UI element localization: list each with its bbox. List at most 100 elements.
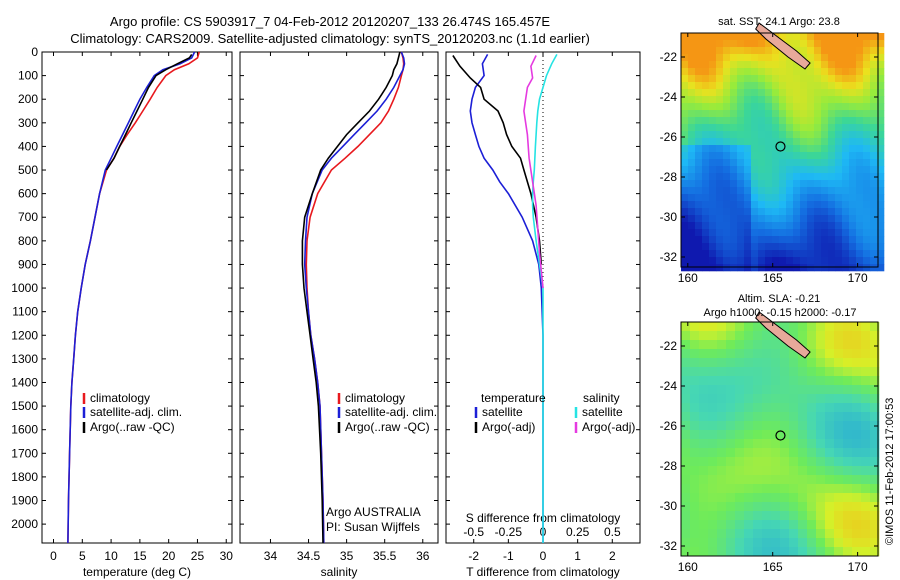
map-cell: [744, 145, 752, 153]
map-cell: [709, 103, 717, 111]
map-cell: [751, 201, 759, 209]
map-cell: [717, 493, 727, 503]
map-cell: [863, 61, 871, 69]
map-cell: [735, 331, 745, 341]
map-cell: [798, 493, 808, 503]
map-cell: [730, 124, 738, 132]
map-cell: [856, 89, 864, 97]
map-cell: [723, 82, 731, 90]
map-cell: [877, 82, 885, 90]
map-cell: [753, 376, 763, 386]
map-cell: [825, 394, 835, 404]
map-cell: [702, 208, 710, 216]
map-cell: [852, 385, 862, 395]
map-cell: [835, 264, 843, 272]
map-cell: [814, 145, 822, 153]
map-cell: [771, 466, 781, 476]
map-cell: [856, 229, 864, 237]
map-cell: [856, 243, 864, 251]
map-cell: [870, 117, 878, 125]
map-cell: [716, 159, 724, 167]
map-cell: [843, 331, 853, 341]
map-cell: [709, 194, 717, 202]
map-cell: [771, 412, 781, 422]
map-cell: [843, 412, 853, 422]
map-cell: [681, 457, 691, 467]
map-cell: [828, 229, 836, 237]
map-cell: [870, 376, 880, 386]
map-cell: [870, 493, 880, 503]
map-cell: [702, 75, 710, 83]
map-cell: [772, 194, 780, 202]
map-cell: [716, 250, 724, 258]
map-cell: [771, 484, 781, 494]
map-cell: [807, 131, 815, 139]
map-cell: [834, 511, 844, 521]
map-cell: [828, 82, 836, 90]
map-cell: [786, 180, 794, 188]
map-cell: [699, 520, 709, 530]
map-cell: [843, 439, 853, 449]
map-cell: [695, 124, 703, 132]
map-cell: [835, 159, 843, 167]
map-cell: [681, 358, 691, 368]
map-cell: [852, 403, 862, 413]
map-cell: [852, 376, 862, 386]
map-cell: [870, 511, 880, 521]
map-cell: [744, 439, 754, 449]
map-cell: [772, 236, 780, 244]
map-cell: [800, 208, 808, 216]
map-cell: [708, 358, 718, 368]
map-cell: [737, 117, 745, 125]
map-cell: [793, 243, 801, 251]
map-cell: [789, 484, 799, 494]
map-cell: [821, 173, 829, 181]
map-cell: [688, 215, 696, 223]
map-cell: [789, 385, 799, 395]
map-cell: [800, 229, 808, 237]
map-cell: [849, 131, 857, 139]
map-cell: [744, 124, 752, 132]
map-cell: [821, 152, 829, 160]
map-cell: [744, 475, 754, 485]
map-cell: [723, 103, 731, 111]
map-cell: [772, 124, 780, 132]
map-cell: [772, 264, 780, 272]
map-cell: [807, 430, 817, 440]
map-cell: [758, 117, 766, 125]
map-cell: [716, 222, 724, 230]
legend-label: Argo(-adj): [482, 420, 535, 434]
map-cell: [726, 367, 736, 377]
map-cell: [807, 152, 815, 160]
map-cell: [744, 376, 754, 386]
map-cell: [798, 502, 808, 512]
map-cell: [681, 394, 691, 404]
map-cell: [716, 229, 724, 237]
map-cell: [800, 194, 808, 202]
map-cell: [753, 547, 763, 557]
map-cell: [758, 257, 766, 265]
map-cell: [780, 385, 790, 395]
map-cell: [861, 421, 871, 431]
map-cell: [726, 412, 736, 422]
map-cell: [744, 229, 752, 237]
map-cell: [856, 152, 864, 160]
map-cell: [735, 349, 745, 359]
map-cell: [877, 124, 885, 132]
map-cell: [744, 340, 754, 350]
map-frame: [680, 321, 879, 557]
map-cell: [708, 457, 718, 467]
map-cell: [695, 33, 703, 41]
map-cell: [828, 264, 836, 272]
map-cell: [870, 340, 880, 350]
map-cell: [800, 33, 808, 41]
legend-heading: temperature: [481, 391, 546, 405]
map-cell: [681, 502, 691, 512]
map-cell: [753, 412, 763, 422]
map-cell: [843, 403, 853, 413]
map-cell: [751, 187, 759, 195]
map-cell: [863, 236, 871, 244]
map-cell: [870, 484, 880, 494]
map-cell: [772, 187, 780, 195]
map-cell: [730, 236, 738, 244]
